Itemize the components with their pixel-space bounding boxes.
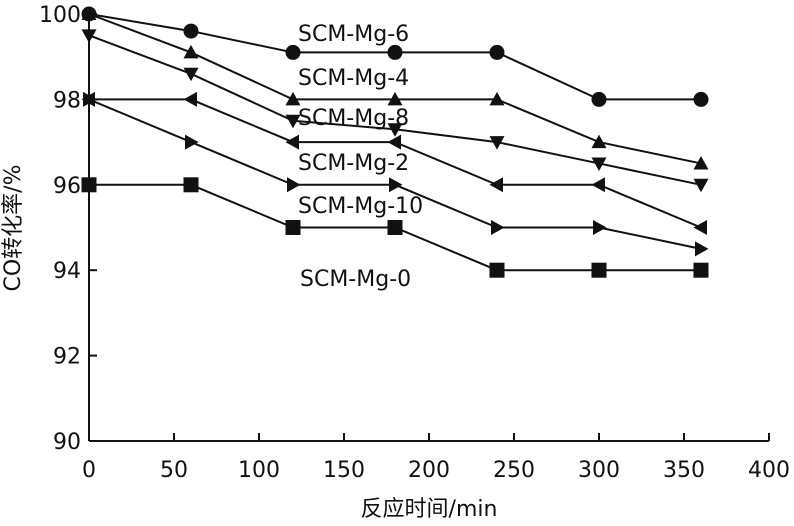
data-point-square bbox=[183, 177, 199, 193]
y-tick-label: 90 bbox=[53, 430, 81, 455]
data-point-triangle-up bbox=[591, 134, 607, 149]
data-point-triangle-up bbox=[387, 91, 403, 106]
data-point-square bbox=[387, 220, 403, 235]
x-tick-label: 50 bbox=[160, 458, 188, 483]
series-scm-mg-0 bbox=[81, 177, 709, 278]
series-scm-mg-10 bbox=[83, 91, 709, 257]
series-label: SCM-Mg-6 bbox=[298, 22, 409, 47]
data-point-triangle-left bbox=[387, 134, 401, 150]
data-point-triangle-left bbox=[285, 134, 299, 150]
data-point-triangle-down bbox=[81, 29, 97, 43]
data-point-triangle-left bbox=[489, 177, 503, 193]
data-point-triangle-right bbox=[389, 177, 403, 193]
data-point-square bbox=[489, 262, 505, 278]
y-tick-label: 98 bbox=[53, 88, 81, 113]
series-label: SCM-Mg-2 bbox=[298, 151, 409, 176]
series-scm-mg-6 bbox=[81, 6, 709, 107]
series-group bbox=[81, 6, 709, 278]
x-tick-label: 250 bbox=[493, 458, 535, 483]
series-scm-mg-8 bbox=[81, 29, 709, 193]
data-point-circle bbox=[591, 91, 607, 107]
data-point-triangle-up bbox=[693, 155, 709, 170]
series-scm-mg-2 bbox=[81, 91, 707, 235]
data-point-triangle-left bbox=[693, 220, 707, 235]
data-point-triangle-up bbox=[81, 6, 97, 20]
data-point-triangle-right bbox=[695, 241, 709, 257]
data-point-triangle-right bbox=[491, 220, 505, 235]
x-ticks: 0 50 100 150 200 250 300 350 400 bbox=[82, 433, 790, 483]
data-point-square bbox=[285, 220, 301, 235]
data-point-triangle-right bbox=[593, 220, 607, 235]
x-tick-label: 100 bbox=[238, 458, 280, 483]
series-label: SCM-Mg-10 bbox=[298, 194, 423, 219]
x-tick-label: 150 bbox=[323, 458, 365, 483]
x-tick-label: 350 bbox=[663, 458, 705, 483]
x-tick-label: 300 bbox=[578, 458, 620, 483]
y-ticks: 90 92 94 96 98 100 bbox=[39, 3, 97, 455]
data-point-triangle-right bbox=[287, 177, 301, 193]
y-tick-label: 96 bbox=[53, 174, 81, 199]
data-point-triangle-down bbox=[591, 157, 607, 171]
data-point-square bbox=[81, 177, 97, 193]
data-point-square bbox=[693, 262, 709, 278]
y-tick-label: 92 bbox=[53, 345, 81, 370]
data-point-triangle-right bbox=[83, 91, 97, 107]
data-point-triangle-up bbox=[489, 91, 505, 106]
data-point-triangle-down bbox=[489, 136, 505, 150]
y-tick-label: 100 bbox=[39, 3, 81, 28]
data-point-square bbox=[591, 262, 607, 278]
data-point-circle bbox=[285, 44, 301, 60]
data-point-triangle-down bbox=[285, 114, 301, 129]
y-tick-label: 94 bbox=[53, 259, 81, 284]
x-tick-label: 400 bbox=[748, 458, 790, 483]
data-point-circle bbox=[693, 91, 709, 107]
data-point-triangle-up bbox=[285, 91, 301, 106]
data-point-circle bbox=[387, 44, 403, 60]
data-point-triangle-down bbox=[693, 178, 709, 193]
data-point-triangle-down bbox=[183, 67, 199, 82]
data-point-circle bbox=[183, 23, 199, 39]
series-label: SCM-Mg-0 bbox=[300, 267, 411, 292]
series-label: SCM-Mg-4 bbox=[298, 66, 409, 91]
x-axis-title: 反应时间/min bbox=[361, 497, 498, 522]
data-point-triangle-down bbox=[387, 123, 403, 137]
series-labels: SCM-Mg-6 SCM-Mg-4 SCM-Mg-8 SCM-Mg-2 SCM-Mg-1… bbox=[298, 22, 423, 292]
series-label: SCM-Mg-8 bbox=[298, 106, 409, 131]
data-point-triangle-up bbox=[183, 44, 199, 59]
x-tick-label: 200 bbox=[408, 458, 450, 483]
data-point-triangle-left bbox=[183, 91, 197, 107]
y-axis-title: CO转化率/% bbox=[1, 165, 26, 292]
series-scm-mg-4 bbox=[81, 6, 709, 170]
data-point-circle bbox=[489, 44, 505, 60]
data-point-triangle-left bbox=[591, 177, 605, 193]
x-tick-label: 0 bbox=[82, 458, 96, 483]
data-point-triangle-right bbox=[185, 134, 199, 150]
